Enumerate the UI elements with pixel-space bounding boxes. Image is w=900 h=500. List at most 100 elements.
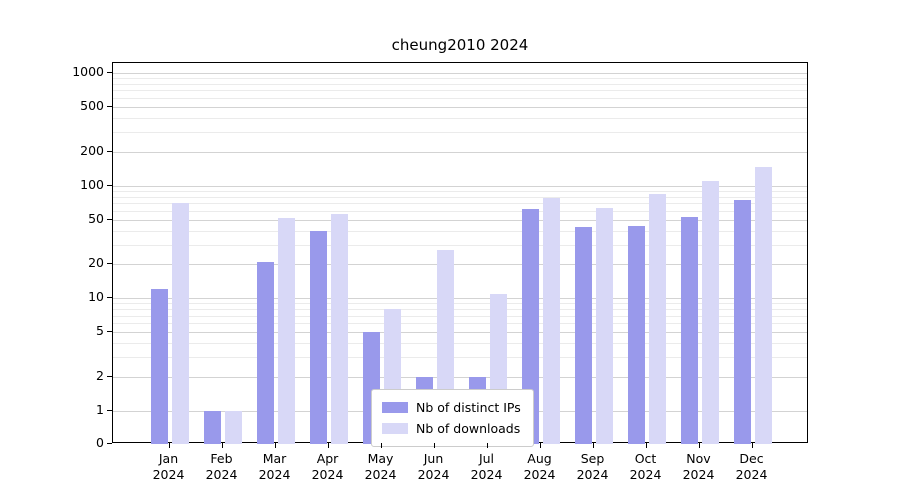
x-tick-mark	[221, 443, 223, 448]
x-tick-label-jan: Jan 2024	[152, 451, 185, 482]
x-tick-mark	[698, 443, 700, 448]
y-tick-mark	[107, 218, 112, 220]
legend-swatch-downloads	[382, 423, 408, 434]
bar-distinct-ips-aug	[521, 209, 539, 444]
bar-downloads-apr	[330, 214, 348, 444]
legend-swatch-distinct-ips	[382, 402, 408, 413]
y-tick-label: 50	[88, 210, 104, 226]
plot-area: Nb of distinct IPs Nb of downloads	[112, 62, 808, 447]
y-tick-label: 500	[80, 97, 104, 113]
gridline-minor	[113, 323, 807, 325]
gridline-major	[113, 377, 807, 379]
y-tick-label: 200	[80, 142, 104, 158]
gridline-minor	[113, 210, 807, 212]
y-tick-mark	[107, 410, 112, 411]
bar-distinct-ips-nov	[680, 216, 698, 444]
x-tick-mark	[168, 443, 170, 448]
gridline-minor	[113, 230, 807, 232]
x-tick-label-may: May 2024	[364, 451, 397, 482]
x-tick-mark	[645, 443, 647, 448]
x-tick-label-oct: Oct 2024	[629, 451, 662, 482]
gridline-major	[113, 219, 807, 221]
x-tick-label-jul: Jul 2024	[470, 451, 503, 482]
gridline-major	[113, 106, 807, 108]
y-tick-label: 2	[96, 368, 104, 384]
gridline-minor	[113, 97, 807, 99]
bar-distinct-ips-mar	[256, 262, 274, 444]
y-tick-mark	[107, 331, 112, 333]
bar-distinct-ips-apr	[309, 230, 327, 444]
y-tick-mark	[107, 263, 112, 265]
gridline-minor	[113, 309, 807, 311]
gridline-minor	[113, 244, 807, 246]
y-tick-mark	[107, 72, 112, 73]
gridline-major	[113, 298, 807, 300]
gridline-major	[113, 332, 807, 334]
gridline-minor	[113, 190, 807, 192]
legend: Nb of distinct IPs Nb of downloads	[371, 389, 534, 447]
bar-distinct-ips-sep	[574, 226, 592, 444]
bar-downloads-mar	[277, 217, 295, 444]
legend-item-downloads: Nb of downloads	[382, 418, 521, 439]
legend-label-downloads: Nb of downloads	[416, 421, 521, 436]
x-tick-label-sep: Sep 2024	[576, 451, 609, 482]
y-tick-mark	[107, 376, 112, 378]
y-tick-mark	[107, 184, 112, 186]
x-tick-label-jun: Jun 2024	[417, 451, 450, 482]
y-tick-label: 100	[80, 176, 104, 192]
y-tick-label: 10	[88, 289, 104, 305]
y-tick-label: 0	[96, 435, 104, 450]
bar-downloads-sep	[595, 208, 613, 444]
x-tick-label-aug: Aug 2024	[523, 451, 556, 482]
gridline-major	[113, 185, 807, 187]
x-tick-mark	[380, 443, 382, 448]
gridline-minor	[113, 196, 807, 198]
bar-distinct-ips-oct	[627, 225, 645, 444]
bar-distinct-ips-dec	[733, 199, 751, 444]
x-tick-mark	[433, 443, 435, 448]
gridline-minor	[113, 203, 807, 205]
y-tick-mark	[107, 150, 112, 152]
gridline-minor	[113, 78, 807, 80]
bar-downloads-feb	[224, 411, 242, 444]
gridline-major	[113, 151, 807, 153]
bar-downloads-dec	[754, 167, 772, 444]
bar-downloads-nov	[701, 181, 719, 444]
x-tick-mark	[592, 443, 594, 448]
legend-label-distinct-ips: Nb of distinct IPs	[416, 400, 521, 415]
y-tick-label: 1	[96, 402, 104, 417]
x-tick-label-nov: Nov 2024	[682, 451, 715, 482]
gridline-minor	[113, 343, 807, 345]
bar-distinct-ips-jan	[150, 289, 168, 444]
gridline-minor	[113, 90, 807, 92]
x-tick-label-feb: Feb 2024	[205, 451, 238, 482]
bar-downloads-oct	[648, 193, 666, 444]
x-tick-label-apr: Apr 2024	[311, 451, 344, 482]
y-tick-label: 1000	[72, 64, 104, 79]
x-tick-mark	[486, 443, 488, 448]
legend-item-distinct-ips: Nb of distinct IPs	[382, 397, 521, 418]
y-tick-label: 5	[96, 323, 104, 339]
x-tick-mark	[539, 443, 541, 448]
y-tick-label: 20	[88, 255, 104, 271]
gridline-minor	[113, 303, 807, 305]
bar-downloads-jan	[171, 203, 189, 444]
x-tick-label-dec: Dec 2024	[735, 451, 768, 482]
y-tick-mark	[107, 105, 112, 107]
x-tick-mark	[274, 443, 276, 448]
gridline-major	[113, 73, 807, 74]
chart-title: cheung2010 2024	[391, 36, 529, 54]
gridline-minor	[113, 131, 807, 133]
gridline-minor	[113, 315, 807, 317]
x-tick-mark	[327, 443, 329, 448]
bar-downloads-aug	[542, 197, 560, 444]
x-tick-mark	[751, 443, 753, 448]
gridline-major	[113, 264, 807, 266]
gridline-minor	[113, 117, 807, 119]
x-tick-label-mar: Mar 2024	[258, 451, 291, 482]
gridline-minor	[113, 83, 807, 85]
gridline-minor	[113, 357, 807, 359]
y-tick-mark	[107, 443, 112, 444]
y-tick-mark	[107, 297, 112, 299]
